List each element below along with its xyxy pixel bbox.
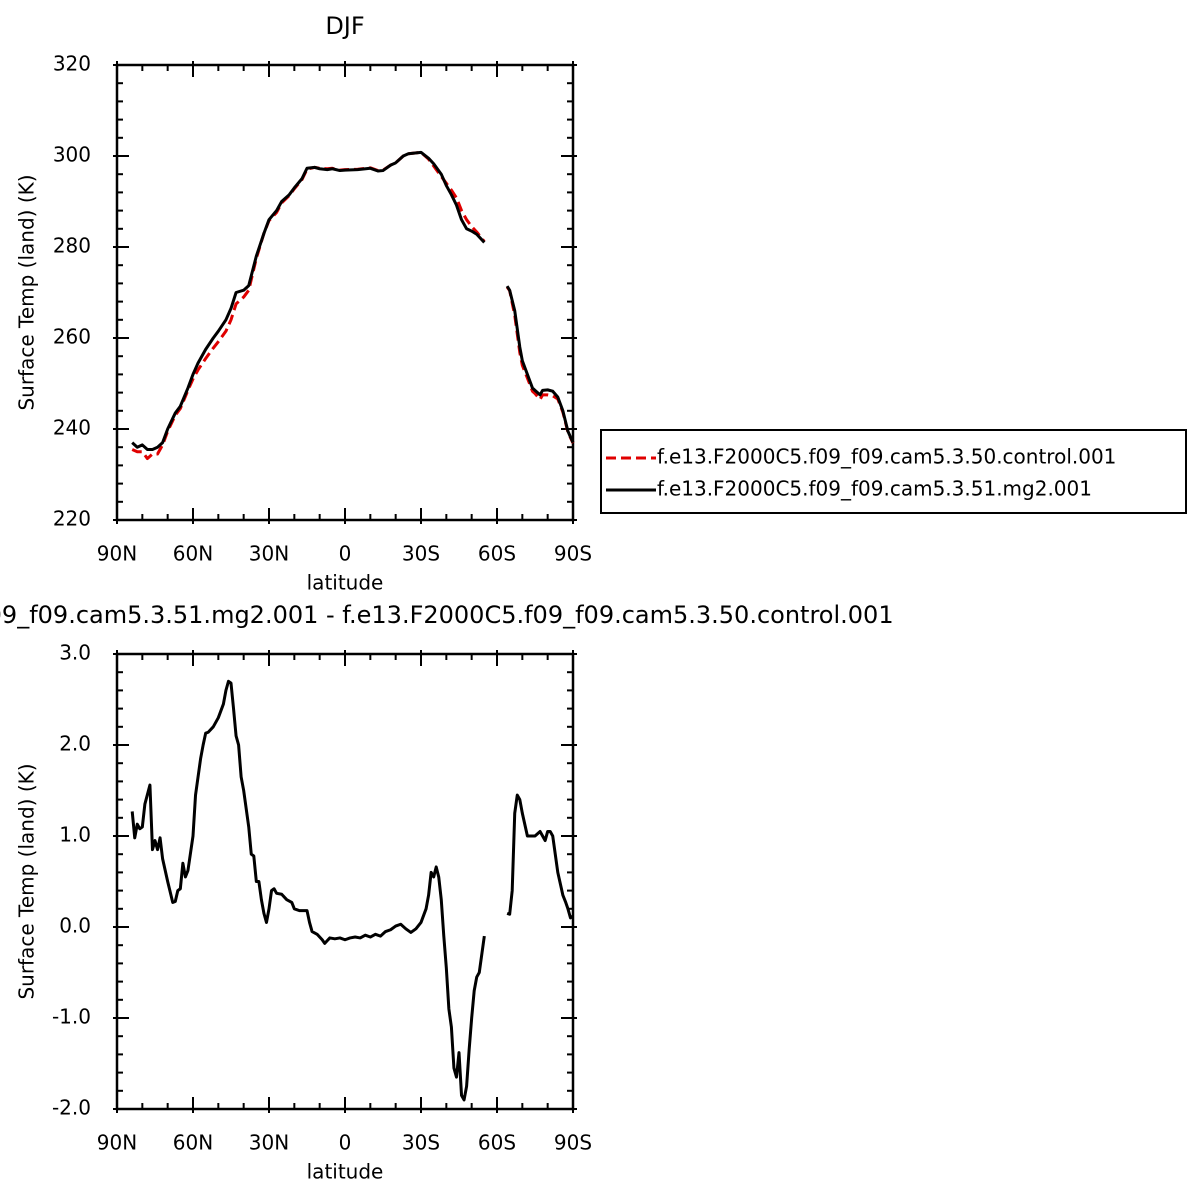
x-tick-label: 90S (554, 1131, 592, 1155)
x-tick-label: 90S (554, 542, 592, 566)
y-tick-label: -1.0 (52, 1005, 91, 1029)
x-tick-label: 0 (339, 542, 352, 566)
x-tick-label: 60S (478, 542, 516, 566)
data-line (130, 679, 574, 1102)
x-tick-label: 30N (249, 1131, 289, 1155)
x-tick-label: 90N (97, 542, 137, 566)
y-tick-label: 280 (53, 234, 91, 258)
y-tick-label: 240 (53, 416, 91, 440)
x-tick-label: 60N (173, 1131, 213, 1155)
chart-title: f.e13.F2000C5.f09_f09.cam5.3.51.mg2.001 … (0, 601, 894, 629)
y-tick-label: 220 (53, 507, 91, 531)
data-line (131, 150, 575, 451)
y-tick-label: -2.0 (52, 1096, 91, 1120)
y-tick-label: 320 (53, 52, 91, 76)
plot-frame (115, 652, 575, 1111)
y-axis-label: Surface Temp (land) (K) (15, 174, 39, 410)
x-tick-label: 90N (97, 1131, 137, 1155)
legend-label: f.e13.F2000C5.f09_f09.cam5.3.51.mg2.001 (657, 477, 1092, 501)
y-tick-label: 300 (53, 143, 91, 167)
y-tick-label: 1.0 (59, 823, 91, 847)
data-line (131, 150, 575, 461)
x-tick-label: 30S (402, 1131, 440, 1155)
x-tick-label: 60S (478, 1131, 516, 1155)
x-axis-label: latitude (307, 571, 384, 595)
y-tick-label: 3.0 (59, 641, 91, 665)
plot-frame (115, 63, 575, 522)
y-axis-label: Surface Temp (land) (K) (15, 763, 39, 999)
legend-box (600, 429, 1187, 514)
x-tick-label: 60N (173, 542, 213, 566)
x-tick-label: 30S (402, 542, 440, 566)
x-tick-label: 0 (339, 1131, 352, 1155)
y-tick-label: 260 (53, 325, 91, 349)
y-tick-label: 2.0 (59, 732, 91, 756)
x-axis-label: latitude (307, 1160, 384, 1184)
x-tick-label: 30N (249, 542, 289, 566)
legend-label: f.e13.F2000C5.f09_f09.cam5.3.50.control.… (657, 445, 1116, 469)
chart-title: DJF (325, 12, 364, 40)
y-tick-label: 0.0 (59, 914, 91, 938)
